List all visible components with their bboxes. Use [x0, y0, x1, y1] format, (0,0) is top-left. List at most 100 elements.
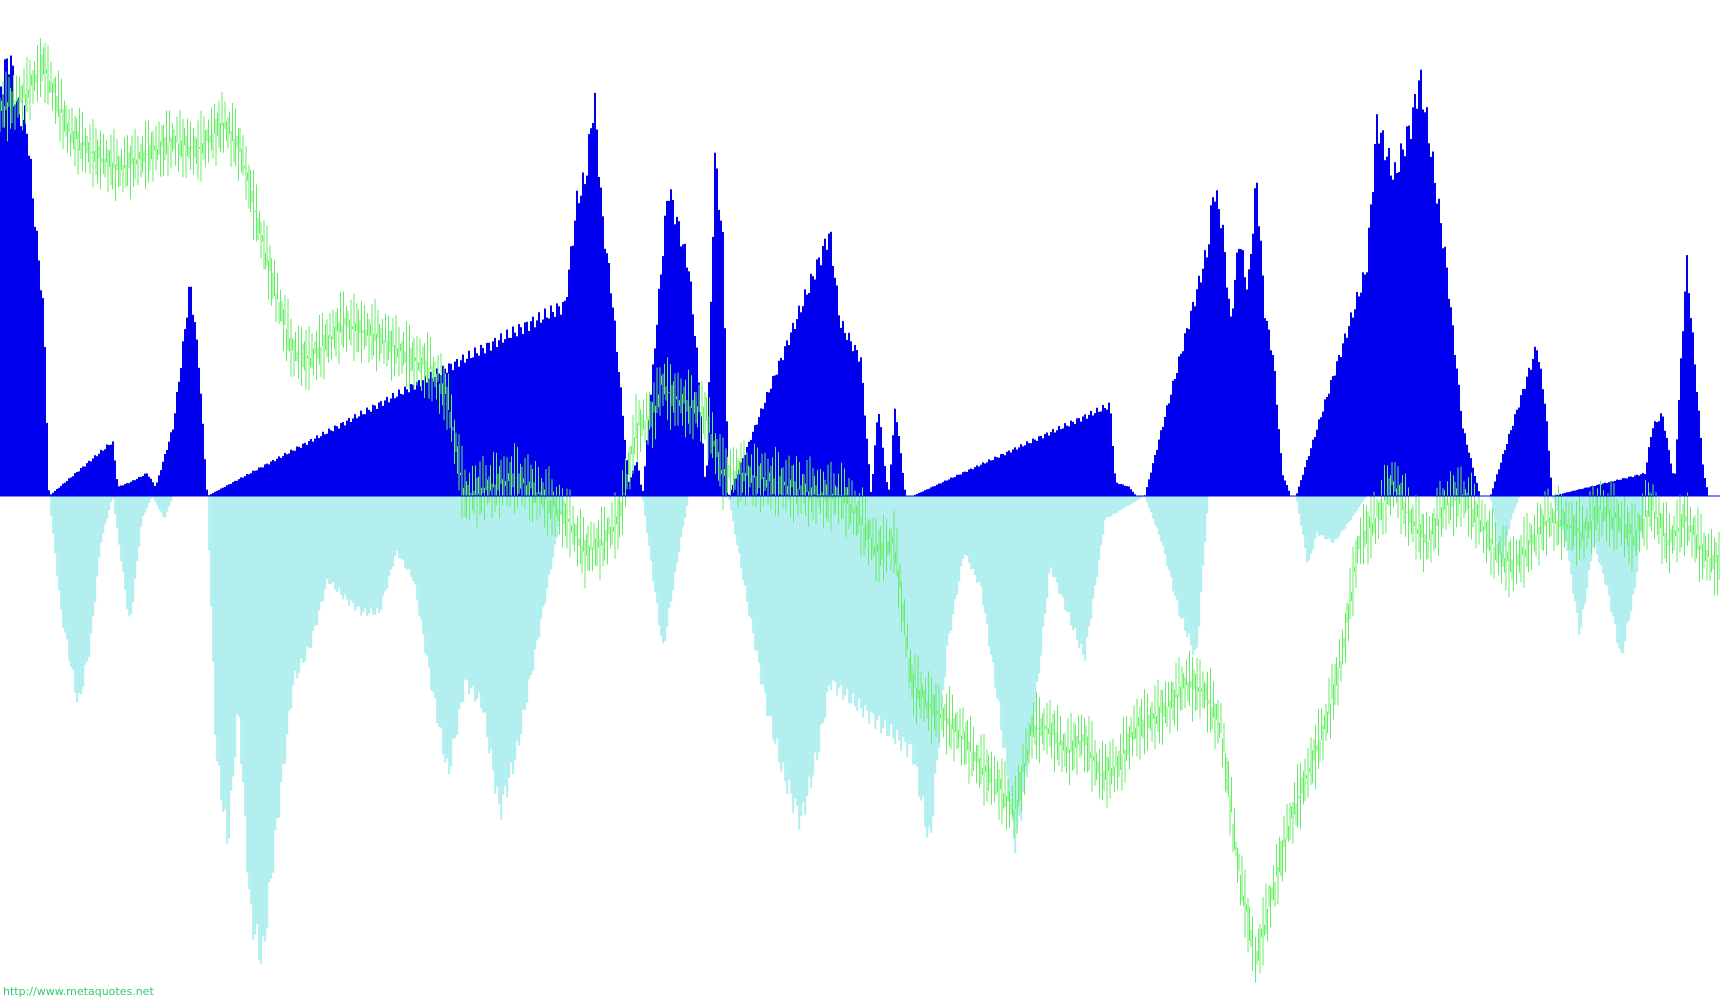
histogram-bar	[420, 386, 422, 496]
histogram-bar	[990, 460, 992, 496]
histogram-bar	[764, 496, 767, 693]
histogram-bar	[1108, 402, 1110, 496]
histogram-bar	[1084, 414, 1086, 496]
histogram-bar	[944, 496, 947, 678]
histogram-bar	[540, 496, 543, 620]
histogram-bar	[1298, 496, 1301, 514]
histogram-bar	[1690, 318, 1692, 496]
histogram-bar	[1618, 496, 1621, 649]
histogram-bar	[172, 429, 174, 496]
histogram-bar	[354, 496, 357, 611]
histogram-bar	[308, 496, 311, 648]
histogram-bar	[1656, 422, 1658, 496]
histogram-bar	[356, 418, 358, 496]
histogram-bar	[1512, 496, 1515, 514]
histogram-bar	[1358, 296, 1360, 496]
histogram-bar	[1128, 496, 1131, 506]
histogram-bar	[1312, 439, 1314, 496]
histogram-bar	[168, 441, 170, 496]
histogram-bar	[332, 431, 334, 496]
histogram-bar	[1350, 312, 1352, 496]
watermark-link[interactable]: http://www.metaquotes.net	[3, 985, 154, 998]
histogram-bar	[1178, 356, 1180, 496]
histogram-bar	[476, 353, 478, 496]
histogram-bar	[778, 496, 781, 763]
histogram-bar	[480, 344, 482, 496]
histogram-bar	[260, 496, 263, 964]
histogram-bar	[562, 302, 564, 496]
histogram-bar	[506, 496, 509, 798]
histogram-bar	[1444, 246, 1446, 496]
histogram-bar	[104, 496, 107, 525]
histogram-bar	[1524, 388, 1526, 496]
histogram-bar	[1696, 392, 1698, 496]
histogram-bar	[1366, 272, 1368, 496]
histogram-bar	[1254, 188, 1256, 496]
histogram-bar	[1068, 496, 1071, 613]
histogram-bar	[752, 431, 754, 496]
histogram-bar	[1584, 487, 1586, 496]
histogram-bar	[970, 468, 972, 496]
histogram-bar	[428, 496, 431, 668]
histogram-bar	[108, 445, 110, 496]
histogram-bar	[630, 477, 632, 496]
histogram-bar	[1604, 496, 1607, 585]
histogram-bar	[1450, 307, 1452, 496]
histogram-bar	[390, 398, 392, 496]
histogram-bar	[1048, 435, 1050, 496]
histogram-bar	[314, 496, 317, 626]
histogram-bar	[882, 447, 884, 496]
histogram-bar	[276, 458, 278, 496]
histogram-bar	[80, 496, 83, 695]
histogram-bar	[1060, 496, 1063, 595]
histogram-bar	[546, 317, 548, 496]
histogram-bar	[1096, 407, 1098, 496]
histogram-bar	[282, 456, 284, 496]
histogram-bar	[1202, 496, 1205, 566]
histogram-bar	[1628, 476, 1630, 496]
histogram-bar	[1506, 496, 1509, 536]
histogram-bar	[1500, 462, 1502, 496]
histogram-bar	[1278, 429, 1280, 496]
histogram-bar	[426, 496, 429, 656]
histogram-bar	[1370, 204, 1372, 496]
histogram-bar	[282, 496, 285, 764]
histogram-bar	[1494, 496, 1497, 527]
histogram-bar	[452, 370, 454, 496]
histogram-bar	[142, 476, 144, 496]
histogram-bar	[1504, 450, 1506, 496]
histogram-bar	[1460, 410, 1462, 496]
histogram-bar	[924, 490, 926, 496]
histogram-bar	[124, 496, 127, 590]
histogram-bar	[678, 496, 681, 553]
histogram-bar	[896, 496, 899, 730]
histogram-bar	[1396, 173, 1398, 496]
histogram-bar	[534, 327, 536, 496]
histogram-bar	[912, 496, 915, 765]
histogram-bar	[752, 496, 755, 634]
histogram-bar	[484, 353, 486, 496]
histogram-bar	[846, 339, 848, 496]
histogram-bar	[992, 496, 995, 663]
histogram-bar	[120, 496, 123, 562]
histogram-bar	[914, 496, 917, 765]
histogram-bar	[642, 496, 645, 501]
histogram-bar	[448, 496, 451, 775]
histogram-bar	[902, 472, 904, 496]
histogram-bar	[1078, 496, 1081, 649]
histogram-bar	[642, 490, 644, 496]
histogram-bar	[518, 324, 520, 496]
histogram-bar	[760, 408, 762, 496]
histogram-bar	[358, 496, 361, 607]
histogram-bar	[36, 230, 38, 497]
histogram-bar	[646, 496, 649, 533]
histogram-bar	[22, 119, 24, 497]
histogram-bar	[332, 496, 335, 582]
histogram-bar	[1454, 355, 1456, 496]
histogram-bar	[38, 260, 40, 496]
histogram-bar	[648, 496, 651, 546]
histogram-bar	[1452, 325, 1454, 496]
histogram-bar	[838, 315, 840, 496]
histogram-bar	[1340, 496, 1343, 532]
histogram-bar	[1688, 293, 1690, 496]
